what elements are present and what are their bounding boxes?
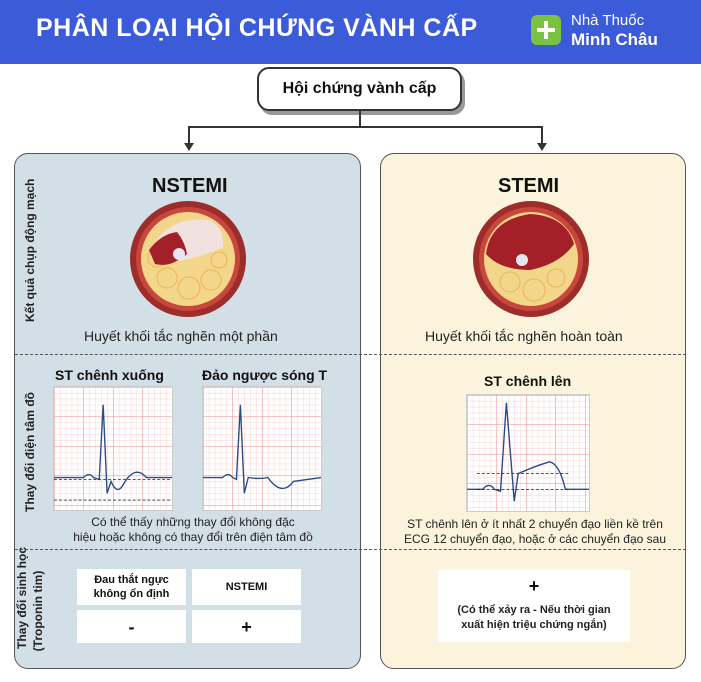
connector-left bbox=[188, 126, 190, 144]
nstemi-title: NSTEMI bbox=[152, 175, 228, 197]
connector-stem bbox=[359, 111, 361, 127]
root-node: Hội chứng vành cấp bbox=[257, 67, 462, 111]
connector-horizontal bbox=[188, 126, 543, 128]
row-label-ecg: Thay đổi điện tâm đồ bbox=[23, 391, 37, 512]
artery-partial-occlusion-image bbox=[130, 201, 246, 317]
stemi-biomarker-box bbox=[438, 570, 630, 642]
row-label-angiography: Kết quả chụp động mạch bbox=[23, 178, 37, 322]
row-divider-1 bbox=[15, 354, 686, 355]
row-divider-2 bbox=[15, 549, 686, 550]
row-label-biomarker: Thay đổi sinh học bbox=[15, 546, 29, 649]
stemi-ecg-note-2: ECG 12 chuyển đạo, hoặc ở các chuyển đạo… bbox=[403, 532, 667, 546]
ecg-t-inversion-strip bbox=[202, 386, 322, 511]
stemi-ecg-title: ST chênh lên bbox=[484, 373, 572, 389]
brand-badge bbox=[493, 0, 701, 64]
ecg2-title: Đảo ngược sóng T bbox=[202, 367, 328, 383]
stemi-ecg-note-1: ST chênh lên ở ít nhất 2 chuyển đạo liền… bbox=[407, 517, 663, 531]
stemi-biomarker-value: + bbox=[528, 576, 540, 596]
stemi-artery-caption: Huyết khối tắc nghẽn hoàn toàn bbox=[425, 328, 623, 344]
arrow-right-icon bbox=[537, 143, 547, 151]
arrow-left-icon bbox=[184, 143, 194, 151]
page-title: PHÂN LOẠI HỘI CHỨNG VÀNH CẤP bbox=[36, 14, 478, 42]
stemi-title: STEMI bbox=[498, 175, 560, 197]
brand-name-line1: Nhà Thuốc bbox=[571, 12, 645, 29]
nstemi-value-cell: + bbox=[192, 610, 301, 643]
unstable-angina-header-cell: Đau thắt ngực không ổn định bbox=[77, 569, 186, 605]
connector-right bbox=[541, 126, 543, 144]
nstemi-ecg-note-2: hiệu hoặc không có thay đổi trên điện tâ… bbox=[73, 530, 313, 544]
brand-name-line2: Minh Châu bbox=[571, 30, 658, 49]
unstable-angina-value-cell: - bbox=[77, 610, 186, 643]
row-label-troponin: (Troponin tim) bbox=[31, 570, 45, 652]
artery-total-occlusion-image bbox=[473, 201, 589, 317]
nstemi-artery-caption: Huyết khối tắc nghẽn một phần bbox=[84, 328, 278, 344]
ecg-st-elevation-strip bbox=[466, 394, 590, 512]
stemi-biomarker-note-2: xuất hiện triệu chứng ngắn) bbox=[461, 619, 607, 631]
nstemi-ecg-note-1: Có thể thấy những thay đổi không đặc bbox=[91, 515, 295, 529]
ecg1-title: ST chênh xuống bbox=[55, 367, 164, 383]
pharmacy-cross-icon bbox=[531, 15, 561, 45]
ecg-st-depression-strip bbox=[53, 386, 173, 511]
stemi-biomarker-note-1: (Có thể xảy ra - Nếu thời gian bbox=[457, 604, 611, 616]
nstemi-header-cell: NSTEMI bbox=[192, 569, 301, 605]
